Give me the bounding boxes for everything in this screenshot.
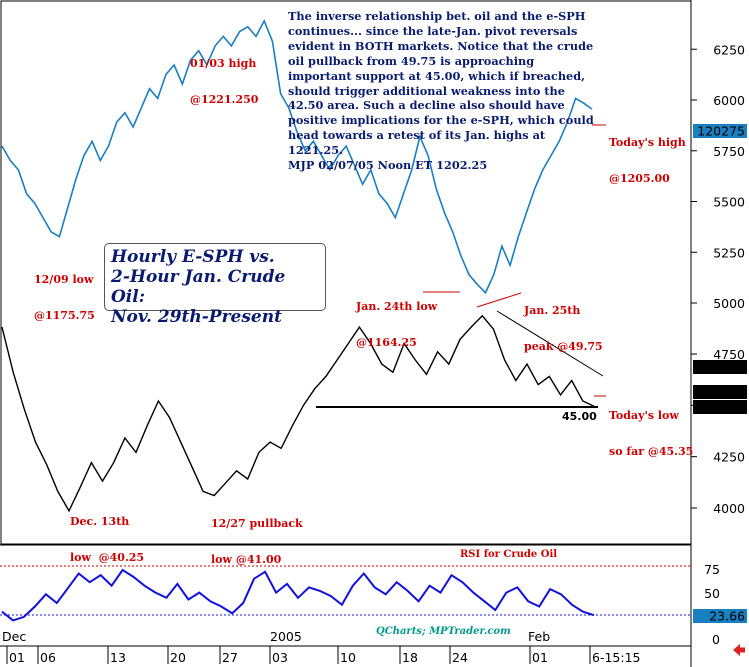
annotation-line: @1164.25 — [356, 336, 417, 349]
annotation-line: low @41.00 — [211, 553, 282, 566]
rsi-tick-label: 75 — [704, 562, 720, 577]
price-box-label: 4565 — [713, 385, 745, 400]
y-tick-label: 4250 — [713, 450, 745, 465]
x-year-label: Feb — [528, 629, 550, 644]
x-tick-label: 01 — [532, 650, 548, 665]
price-box — [693, 609, 747, 623]
annotation-line: @1221.250 — [190, 93, 259, 106]
annotation-line: Today's low — [609, 409, 679, 422]
esph-series-line — [1, 19, 593, 295]
y-tick-label: 5250 — [713, 245, 745, 260]
y-tick-label: 6000 — [713, 93, 745, 108]
price-box — [693, 385, 747, 399]
x-year-label: 2005 — [270, 629, 302, 644]
price-box — [693, 400, 747, 414]
x-axis-ticks: Dec 01 06 13 20 27 03 10 18 24 01 6-15:15 2005 Feb — [2, 629, 641, 665]
x-tick-label: 01 — [9, 650, 25, 665]
chart-credit: QCharts; MPTrader.com — [376, 626, 511, 637]
price-box-label: 23.66 — [709, 609, 745, 624]
annotation-line: 12/27 pullback — [211, 517, 303, 530]
annotation-line: @1175.75 — [34, 309, 95, 322]
annotation-jan24-low: Jan. 24th low @1164.25 — [356, 277, 437, 361]
y-tick-label: 4750 — [713, 347, 745, 362]
rsi-series-line — [1, 568, 595, 622]
price-box-label: 4498 — [713, 400, 745, 415]
annotation-line: 01/03 high — [190, 57, 257, 70]
annotation-line: 12/09 low — [34, 273, 94, 286]
crude-series-line — [1, 314, 595, 513]
annotation-dec13-low: Dec. 13th low @40.25 — [70, 492, 144, 576]
y-tick-label: 5000 — [713, 296, 745, 311]
annotation-line: so far @45.35 — [609, 445, 694, 458]
annotation-line: Jan. 24th low — [356, 300, 438, 313]
price-box-label: 120275 — [697, 124, 745, 139]
annotation-line: Jan. 25th — [524, 304, 581, 317]
x-tick-label: 13 — [110, 650, 126, 665]
support-level-label: 45.00 — [562, 410, 597, 423]
commentary-sign: MJP 02/07/05 Noon ET 1202.25 — [288, 158, 488, 173]
x-tick-label: 27 — [222, 650, 238, 665]
rsi-title: RSI for Crude Oil — [460, 549, 558, 560]
chart-title-box: Hourly E-SPH vs. 2-Hour Jan. Crude Oil: … — [104, 243, 326, 327]
annotation-line: Dec. 13th — [70, 515, 130, 528]
annotation-line: Today's high — [609, 136, 686, 149]
x-tick-label: 24 — [452, 650, 468, 665]
x-tick-label: Dec — [2, 629, 26, 644]
price-box — [693, 124, 747, 138]
annotation-dec09-low: 12/09 low @1175.75 — [34, 250, 95, 334]
y-tick-label: 5750 — [713, 144, 745, 159]
price-box-label: 4686 — [713, 360, 745, 375]
x-tick-label: 06 — [40, 650, 56, 665]
chart-title-line-3: Nov. 29th-Present — [111, 307, 282, 327]
trend-line — [496, 310, 604, 377]
annotation-todays-low: Today's low so far @45.35 — [609, 386, 693, 470]
annotation-dec27-pullback: 12/27 pullback low @41.00 — [211, 494, 303, 578]
commentary-body: The inverse relationship bet. oil and th… — [288, 9, 594, 158]
red-left-arrow-icon[interactable] — [732, 643, 746, 657]
y-tick-label: 5500 — [713, 195, 745, 210]
x-tick-label: 10 — [340, 650, 356, 665]
chart-title-line-2: 2-Hour Jan. Crude Oil: — [111, 267, 286, 307]
annotation-jan03-high: 01/03 high @1221.250 — [190, 34, 258, 118]
commentary-text: The inverse relationship bet. oil and th… — [288, 9, 600, 173]
chart-title-line-1: Hourly E-SPH vs. — [111, 247, 275, 267]
y-tick-label: 6250 — [713, 42, 745, 57]
x-tick-label: 18 — [402, 650, 418, 665]
y-tick-label: 4000 — [713, 501, 745, 516]
annotation-line: low @40.25 — [70, 551, 145, 564]
annotation-jan25-peak: Jan. 25th peak @49.75 — [524, 281, 603, 365]
x-tick-label: 03 — [272, 650, 288, 665]
annotation-line: @1205.00 — [609, 172, 670, 185]
rsi-tick-label: 50 — [704, 586, 720, 601]
leader-jan25 — [476, 292, 522, 308]
x-tick-label: 6-15:15 — [592, 650, 641, 665]
annotation-line: peak @49.75 — [524, 340, 603, 353]
x-tick-label: 20 — [170, 650, 186, 665]
price-box — [693, 360, 747, 374]
annotation-todays-high: Today's high @1205.00 — [609, 113, 686, 197]
rsi-tick-label: 0 — [712, 632, 720, 647]
